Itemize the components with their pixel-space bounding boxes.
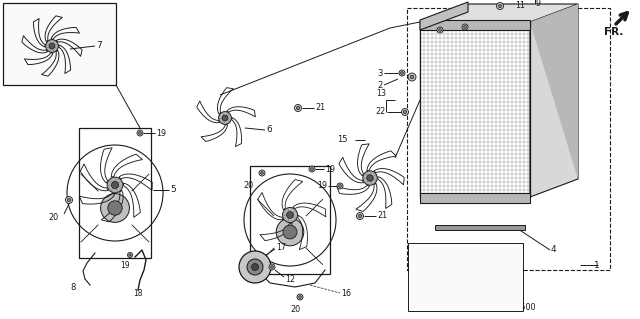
Circle shape — [129, 254, 131, 256]
Circle shape — [437, 27, 443, 33]
Text: 6: 6 — [266, 125, 272, 135]
Circle shape — [401, 108, 408, 115]
Text: 9: 9 — [536, 0, 541, 9]
Circle shape — [337, 183, 343, 189]
Circle shape — [127, 253, 132, 257]
Bar — [79, 128, 151, 258]
Text: 19: 19 — [317, 182, 327, 190]
Text: 2: 2 — [378, 80, 383, 90]
Text: 7: 7 — [96, 41, 102, 50]
Circle shape — [65, 197, 72, 204]
Text: 19: 19 — [156, 129, 166, 137]
Circle shape — [222, 115, 228, 121]
Text: 20: 20 — [290, 305, 300, 314]
Text: 21: 21 — [377, 211, 387, 220]
Text: FR.: FR. — [604, 27, 623, 37]
Circle shape — [497, 3, 504, 10]
Circle shape — [367, 175, 373, 181]
Circle shape — [283, 225, 297, 239]
Text: 17: 17 — [276, 242, 286, 251]
Text: 12: 12 — [285, 275, 295, 284]
Circle shape — [462, 24, 468, 30]
Circle shape — [282, 207, 298, 223]
Bar — [420, 193, 530, 203]
Circle shape — [287, 211, 293, 219]
Circle shape — [100, 194, 129, 222]
Text: 20: 20 — [243, 181, 253, 189]
Text: 21: 21 — [315, 103, 325, 113]
Circle shape — [309, 166, 315, 172]
Circle shape — [260, 172, 263, 174]
Circle shape — [247, 259, 263, 275]
Text: 22: 22 — [376, 108, 386, 116]
Circle shape — [401, 72, 403, 74]
Text: 3: 3 — [378, 69, 383, 78]
Circle shape — [310, 168, 314, 170]
Text: 13: 13 — [376, 90, 386, 99]
Text: 8: 8 — [70, 284, 76, 293]
Circle shape — [358, 214, 362, 218]
Circle shape — [410, 75, 414, 79]
Circle shape — [294, 105, 301, 112]
Text: 1: 1 — [595, 261, 600, 270]
Text: 15: 15 — [337, 136, 348, 145]
Bar — [407, 8, 610, 270]
Polygon shape — [530, 4, 578, 197]
Circle shape — [137, 130, 143, 136]
Circle shape — [49, 43, 55, 49]
Text: 16: 16 — [341, 288, 351, 298]
Circle shape — [297, 294, 303, 300]
Text: 14: 14 — [489, 281, 499, 291]
Circle shape — [271, 266, 273, 268]
Text: 19: 19 — [325, 165, 335, 174]
Circle shape — [269, 264, 275, 270]
Bar — [408, 243, 523, 311]
Circle shape — [45, 40, 58, 52]
Circle shape — [67, 198, 70, 202]
Circle shape — [299, 296, 301, 298]
Circle shape — [463, 26, 467, 28]
Circle shape — [356, 212, 364, 219]
Circle shape — [339, 185, 341, 187]
Circle shape — [399, 70, 405, 76]
Circle shape — [276, 218, 304, 246]
Circle shape — [447, 273, 458, 283]
Text: 19: 19 — [120, 261, 130, 270]
Circle shape — [259, 170, 265, 176]
Text: 5: 5 — [170, 186, 176, 195]
Circle shape — [252, 263, 259, 271]
Bar — [250, 166, 330, 274]
Circle shape — [139, 132, 141, 134]
Text: 4: 4 — [551, 246, 557, 255]
Circle shape — [363, 171, 377, 185]
Bar — [435, 225, 525, 230]
Polygon shape — [420, 4, 578, 22]
Circle shape — [219, 112, 232, 124]
Polygon shape — [420, 2, 468, 30]
Circle shape — [108, 201, 122, 215]
Circle shape — [239, 251, 271, 283]
Circle shape — [438, 29, 442, 31]
Bar — [3, 3, 116, 85]
Bar — [420, 20, 530, 30]
Text: 20: 20 — [48, 213, 58, 222]
Circle shape — [499, 4, 502, 8]
Circle shape — [107, 177, 123, 193]
Text: TK44B0500: TK44B0500 — [490, 303, 536, 313]
Circle shape — [296, 107, 300, 109]
Polygon shape — [530, 4, 578, 179]
Circle shape — [403, 110, 406, 114]
Text: 11: 11 — [515, 2, 525, 11]
Circle shape — [111, 182, 118, 189]
Circle shape — [408, 73, 416, 81]
Text: 18: 18 — [133, 288, 143, 298]
Circle shape — [451, 276, 456, 280]
